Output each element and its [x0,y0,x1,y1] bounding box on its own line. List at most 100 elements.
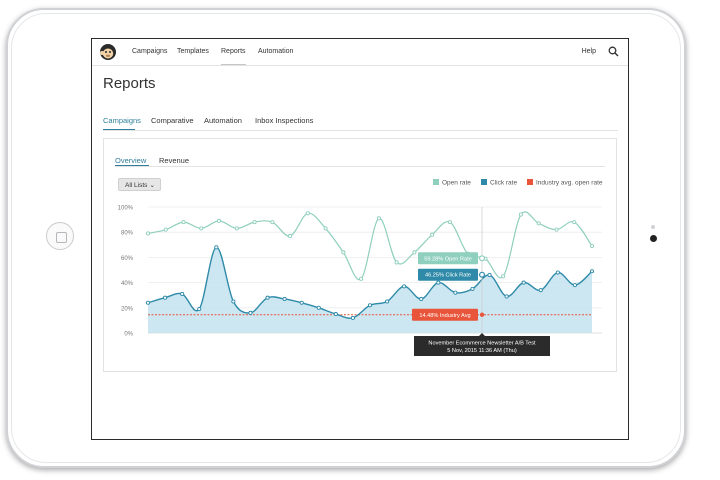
campaign-tooltip-date: 5 Nov, 2015 11:36 AM (Thu) [447,348,517,354]
tab-automation[interactable]: Automation [204,116,242,125]
open-rate-point [359,276,364,281]
open-rate-point [536,221,541,226]
page-title: Reports [103,75,156,92]
click-rate-hover-point [479,271,486,278]
legend-open-rate: Open rate [433,179,471,187]
list-filter-label: All Lists [125,182,148,189]
open-rate-point [341,250,346,255]
nav-templates[interactable]: Templates [177,48,209,55]
open-rate-point [501,274,506,279]
click-rate-tooltip-text: 46.25% Click Rate [425,273,471,279]
click-rate-point [231,299,236,304]
nav-campaigns[interactable]: Campaigns [132,48,168,55]
home-square-icon [56,232,67,243]
legend-swatch-click-rate [481,179,487,185]
report-card [103,138,617,372]
open-rate-point [252,220,257,225]
click-rate-point [487,272,492,278]
click-rate-point [470,286,475,291]
click-rate-point [367,303,373,308]
active-subtab-indicator [115,165,149,167]
click-rate-point [589,269,595,274]
help-link[interactable]: Help [581,48,596,55]
click-rate-point [572,283,577,288]
industry-tooltip-text: 14.48% Industry Avg [419,313,470,319]
industry-hover-point [479,312,485,317]
click-rate-point [538,288,543,293]
legend-swatch-open-rate [433,179,439,185]
click-rate-point [214,245,219,250]
click-rate-area [148,247,592,333]
tablet-bezel-edge [11,13,681,463]
campaign-tooltip-box [414,336,550,356]
click-rate-point [555,270,560,275]
click-rate-point [402,284,407,289]
click-rate-point [145,300,151,305]
tab-inbox-inspections[interactable]: Inbox Inspections [255,116,314,125]
legend-label-open-rate: Open rate [442,179,471,187]
click-rate-tooltip-box [418,268,478,281]
home-button[interactable] [46,222,74,250]
open-rate-hover-point [479,255,486,262]
open-rate-point [288,233,293,239]
industry-tooltip-box [412,308,478,321]
open-rate-tooltip-text: 59.28% Open Rate [424,256,472,262]
y-tick-label: 80% [121,231,134,237]
open-rate-point [394,260,399,265]
legend-label-click-rate: Click rate [490,179,518,187]
search-icon[interactable] [608,46,619,57]
open-rate-point [323,226,328,231]
open-rate-point [412,250,417,255]
open-rate-point [572,220,577,225]
click-rate-point [163,295,168,300]
campaign-tooltip-arrow [479,333,485,336]
click-rate-point [282,296,287,302]
click-rate-point [453,290,458,295]
open-rate-point [305,211,310,216]
legend-swatch-industry-avg [527,179,533,185]
y-tick-label: 20% [121,306,134,312]
tabs-divider [103,130,618,131]
tab-comparative[interactable]: Comparative [151,116,194,125]
open-rate-point [447,220,452,225]
subtabs-divider [115,166,605,167]
click-rate-point [333,312,338,317]
tab-campaigns[interactable]: Campaigns [103,116,141,125]
click-rate-point [350,315,355,320]
top-navigation: Campaigns Templates Reports Automation H… [92,39,628,66]
open-rate-point [181,220,186,225]
open-rate-point [234,226,239,231]
open-rate-point [216,218,222,223]
click-rate-point [521,280,526,285]
subtab-overview[interactable]: Overview [115,156,147,165]
sensor-dot [651,225,655,229]
click-rate-point [436,280,441,285]
click-rate-point [265,295,270,300]
legend-label-industry-avg: Industry avg. open rate [536,179,603,187]
chimp-logo-icon[interactable] [99,43,117,61]
click-rate-point [316,305,321,310]
open-rate-point [554,227,559,232]
open-rate-point [589,244,595,249]
open-rate-point [518,212,524,217]
click-rate-point [419,296,424,302]
click-rate-point [385,299,390,304]
open-rate-point [145,231,151,236]
nav-automation[interactable]: Automation [258,48,294,55]
chevron-down-icon: ⌄ [149,182,155,189]
camera-icon [650,235,657,242]
open-rate-point [430,232,435,237]
click-rate-point [197,307,202,312]
open-rate-tooltip-box [418,252,478,265]
app-screen: Campaigns Templates Reports Automation H… [91,38,629,440]
click-rate-point [180,291,185,296]
list-filter-dropdown[interactable]: All Lists ⌄ [118,178,161,191]
y-tick-label: 100% [118,206,134,212]
open-rate-point [376,216,381,221]
subtab-revenue[interactable]: Revenue [159,156,190,165]
nav-reports[interactable]: Reports [221,39,246,65]
active-tab-indicator [103,129,135,131]
campaign-tooltip-title: November Ecommerce Newsletter A/B Test [428,341,536,347]
open-rate-point [270,220,275,225]
open-rate-point [163,227,168,232]
